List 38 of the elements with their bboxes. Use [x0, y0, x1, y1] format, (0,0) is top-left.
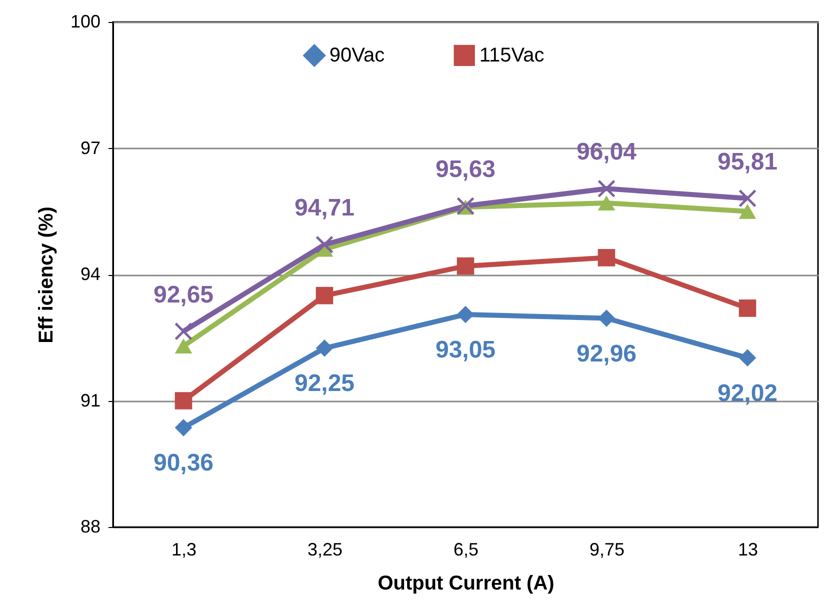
x-tick-label: 6,5 [453, 540, 479, 560]
x-tick-label: 9,75 [589, 540, 625, 560]
point [174, 322, 192, 340]
point [316, 286, 334, 304]
y-tick-label: 97 [80, 138, 100, 158]
point [598, 180, 616, 198]
legend-label: 115Vac [479, 44, 544, 66]
point [738, 300, 756, 317]
y-tick-label: 100 [70, 12, 100, 32]
data-label: 92,25 [294, 370, 355, 398]
point [456, 257, 474, 275]
x-tick-label: 3,25 [307, 540, 343, 560]
point [738, 190, 756, 207]
legend-label: 90Vac [329, 44, 385, 66]
point [738, 204, 756, 219]
data-label: 92,65 [153, 281, 214, 308]
y-tick-label: 94 [80, 264, 100, 284]
data-label: 95,63 [435, 156, 496, 183]
y-axis-title: Eff iciency (%) [35, 206, 58, 344]
data-label: 95,81 [717, 148, 778, 176]
point [174, 338, 192, 354]
y-tick-label: 88 [80, 516, 100, 536]
point [174, 392, 192, 410]
x-tick-label: 13 [738, 540, 758, 560]
point [598, 249, 616, 266]
point [738, 349, 756, 366]
data-label: 92,96 [576, 340, 637, 368]
data-label: 93,05 [435, 336, 496, 364]
point [598, 195, 616, 210]
point [316, 236, 334, 254]
y-tick-label: 91 [80, 390, 100, 410]
point [174, 419, 192, 436]
data-label: 94,71 [294, 194, 355, 222]
x-tick-label: 1,3 [171, 540, 197, 560]
x-axis-title: Output Current (A) [378, 572, 554, 594]
point [316, 339, 334, 357]
data-label: 92,02 [717, 380, 778, 407]
data-label: 90,36 [153, 450, 214, 477]
